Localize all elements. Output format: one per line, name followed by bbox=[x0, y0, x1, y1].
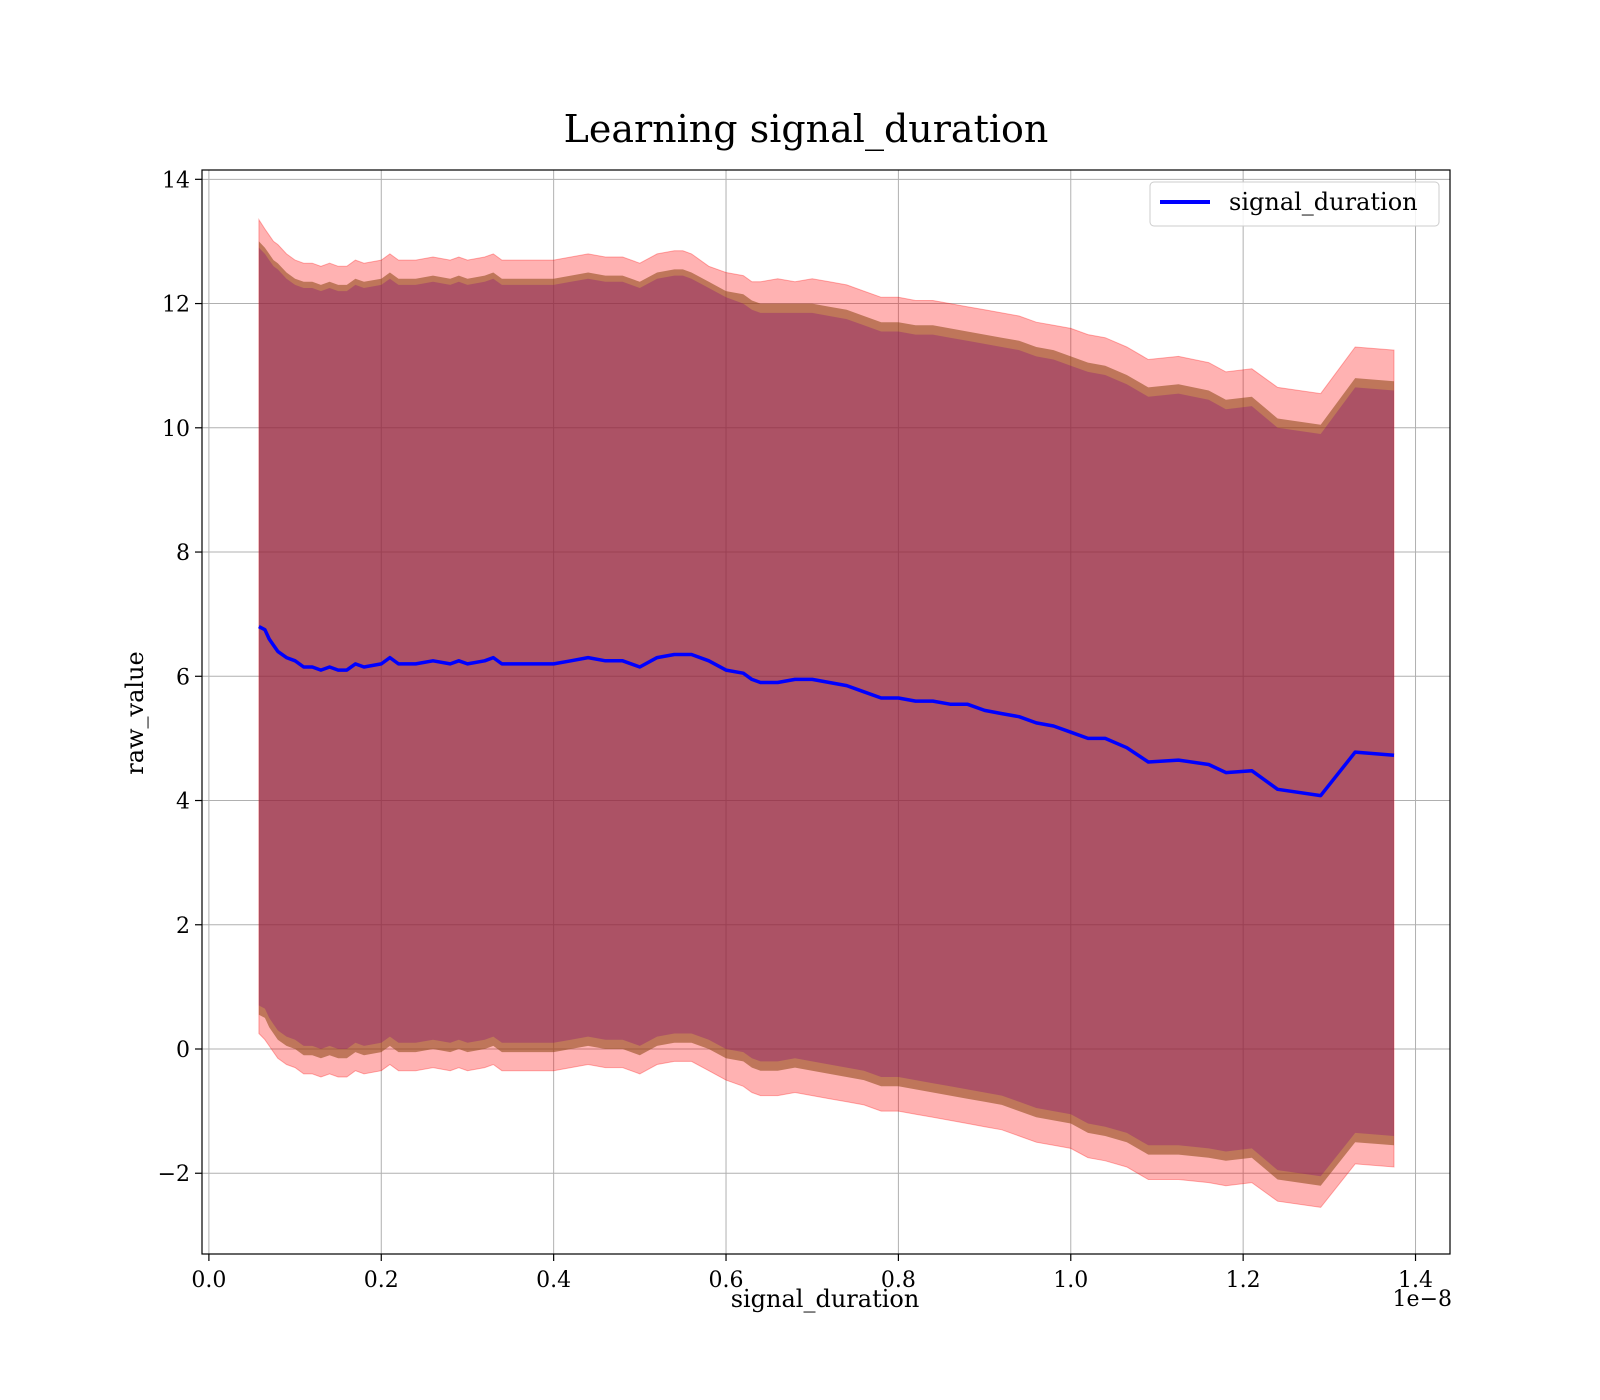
plot-frame bbox=[201, 169, 1451, 1255]
y-axis: −2 0 2 4 6 8 10 12 14 bbox=[158, 168, 202, 1187]
y-tick-label: 14 bbox=[162, 168, 190, 193]
y-tick-label: 6 bbox=[176, 665, 190, 690]
middle-confidence-band bbox=[258, 241, 1394, 1186]
x-axis-label: signal_duration bbox=[731, 1285, 920, 1313]
inner-confidence-band bbox=[258, 247, 1394, 1177]
confidence-bands bbox=[258, 218, 1395, 1208]
x-tick-label: 0.2 bbox=[364, 1268, 399, 1293]
legend-box bbox=[1149, 181, 1440, 227]
y-tick-label: 2 bbox=[176, 914, 190, 939]
x-tick-label: 0.8 bbox=[881, 1268, 916, 1293]
x-tick-label: 1.4 bbox=[1398, 1268, 1433, 1293]
y-tick-label: 12 bbox=[162, 293, 190, 318]
signal-duration-line bbox=[258, 625, 1395, 798]
y-tick-label: −2 bbox=[158, 1162, 190, 1187]
y-tick-label: 8 bbox=[176, 541, 190, 566]
legend-label: signal_duration bbox=[1229, 188, 1418, 216]
x-tick-label: 0.0 bbox=[191, 1268, 226, 1293]
x-tick-label: 0.6 bbox=[709, 1268, 744, 1293]
x-axis-offset-label: 1e−8 bbox=[1393, 1287, 1452, 1312]
y-axis-label: raw_value bbox=[121, 651, 149, 775]
y-tick-label: 4 bbox=[176, 790, 190, 815]
x-tick-label: 0.4 bbox=[536, 1268, 571, 1293]
chart-title: Learning signal_duration bbox=[564, 107, 1049, 152]
x-tick-label: 1.2 bbox=[1226, 1268, 1261, 1293]
x-tick-label: 1.0 bbox=[1053, 1268, 1088, 1293]
mean-line-layer bbox=[258, 625, 1395, 798]
x-axis: 0.0 0.2 0.4 0.6 0.8 1.0 1.2 1.4 bbox=[191, 1254, 1433, 1293]
y-tick-label: 10 bbox=[162, 417, 190, 442]
legend: signal_duration bbox=[1149, 181, 1440, 227]
y-tick-label: 0 bbox=[176, 1038, 190, 1063]
